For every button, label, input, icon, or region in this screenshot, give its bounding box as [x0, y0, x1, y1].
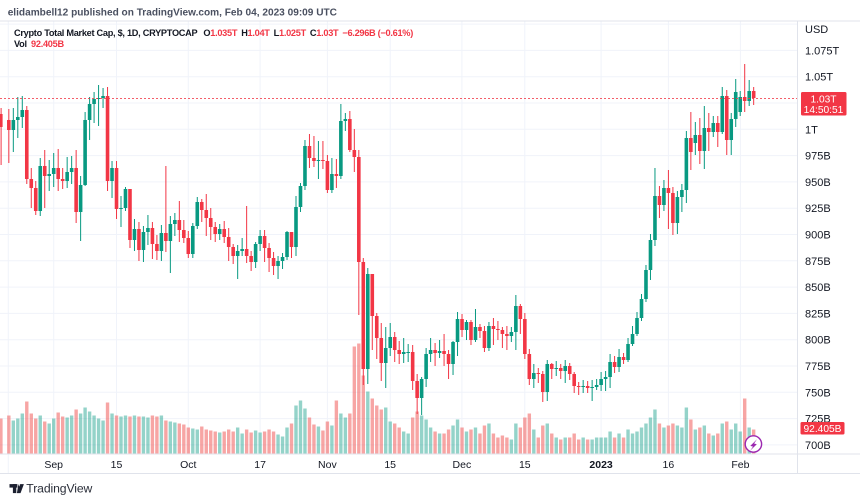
svg-text:1.03T: 1.03T — [810, 94, 836, 105]
svg-text:Vol 92.405B: Vol 92.405B — [14, 39, 64, 49]
svg-text:Sep: Sep — [44, 459, 63, 471]
svg-text:92.405B: 92.405B — [804, 424, 842, 435]
svg-text:875B: 875B — [805, 256, 831, 268]
svg-text:15: 15 — [384, 459, 396, 471]
svg-text:Oct: Oct — [180, 459, 196, 471]
svg-text:775B: 775B — [805, 361, 831, 373]
svg-text:15: 15 — [519, 459, 531, 471]
svg-text:14:50:51: 14:50:51 — [804, 105, 844, 116]
svg-text:15: 15 — [111, 459, 123, 471]
svg-text:2023: 2023 — [589, 459, 613, 471]
svg-text:1T: 1T — [805, 124, 818, 136]
svg-text:975B: 975B — [805, 151, 831, 163]
svg-text:850B: 850B — [805, 282, 831, 294]
svg-text:Feb: Feb — [731, 459, 749, 471]
svg-text:925B: 925B — [805, 203, 831, 215]
svg-text:Crypto Total Market Cap, $, 1D: Crypto Total Market Cap, $, 1D, CRYPTOCA… — [14, 28, 413, 38]
svg-text:900B: 900B — [805, 230, 831, 242]
svg-text:USD: USD — [805, 24, 828, 36]
svg-text:700B: 700B — [805, 440, 831, 452]
svg-text:825B: 825B — [805, 308, 831, 320]
svg-text:17: 17 — [254, 459, 266, 471]
svg-text:TradingView: TradingView — [26, 482, 92, 496]
svg-text:950B: 950B — [805, 177, 831, 189]
svg-text:800B: 800B — [805, 335, 831, 347]
svg-text:1.05T: 1.05T — [805, 72, 833, 84]
svg-text:1.075T: 1.075T — [805, 45, 840, 57]
svg-text:16: 16 — [663, 459, 675, 471]
svg-text:Dec: Dec — [453, 459, 472, 471]
svg-text:elidambell12 published on Trad: elidambell12 published on TradingView.co… — [8, 8, 338, 19]
svg-text:Nov: Nov — [318, 459, 337, 471]
svg-text:750B: 750B — [805, 387, 831, 399]
